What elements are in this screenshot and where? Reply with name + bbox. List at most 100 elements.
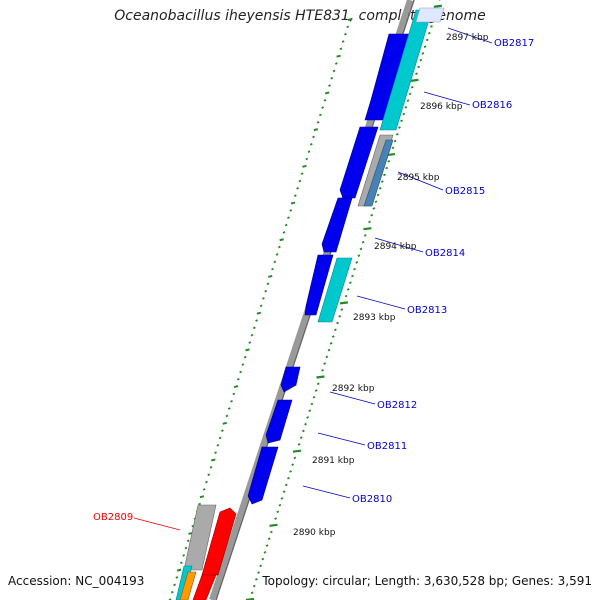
track-dot (376, 193, 380, 197)
gene-arrow-icon[interactable] (363, 139, 394, 207)
track-dot (278, 503, 282, 507)
track-dot (308, 409, 312, 413)
track-dot (363, 234, 367, 237)
tick-label: 2891 kbp (312, 456, 355, 466)
tick-label: 2893 kbp (353, 313, 396, 323)
map-title: Oceanobacillus iheyensis HTE831, complet… (114, 8, 486, 24)
track-dot (287, 476, 290, 480)
gc-dot (176, 568, 182, 572)
gene-label-ob2813[interactable]: OB2813 (407, 305, 447, 316)
gc-dot (290, 201, 296, 205)
gc-dot (230, 399, 233, 403)
gc-dot (279, 238, 284, 242)
track-dot (336, 321, 339, 325)
gc-dot (312, 135, 315, 139)
gene-arrow-icon[interactable] (192, 574, 217, 600)
track-dot (293, 456, 297, 460)
gc-dot (321, 106, 325, 109)
track-dot (383, 173, 386, 177)
track-dot (385, 166, 389, 170)
gc-dot (273, 260, 277, 264)
gc-dot (344, 32, 347, 36)
track-dot (297, 443, 301, 446)
tick-label: 2892 kbp (332, 384, 375, 394)
gc-dot (264, 289, 268, 293)
gc-dot (216, 444, 220, 447)
gc-dot (284, 223, 288, 227)
gc-dot (182, 554, 186, 557)
gc-dot (298, 179, 302, 183)
gc-dot (293, 194, 297, 198)
gene-label-ob2815[interactable]: OB2815 (445, 186, 485, 197)
gc-dot (275, 253, 279, 256)
gene-arrow-icon[interactable] (280, 366, 301, 393)
gc-dot (205, 480, 208, 484)
track-dot (427, 31, 431, 35)
track-dot (419, 58, 423, 62)
gene-label-ob2814[interactable]: OB2814 (425, 248, 465, 259)
gene-arrow-icon[interactable] (183, 504, 217, 571)
track-dot (346, 288, 350, 291)
track-dot (348, 281, 352, 284)
gc-dot (227, 407, 231, 410)
gc-dot (324, 91, 330, 95)
gc-dot (222, 421, 227, 425)
gc-dot (225, 414, 229, 418)
gc-dot (289, 209, 293, 212)
tick-label: 2894 kbp (374, 242, 417, 252)
gc-dot (184, 546, 188, 550)
kbp-tick (316, 375, 325, 379)
gc-dot (218, 436, 222, 440)
gc-dot (236, 377, 240, 381)
gc-dot (316, 120, 320, 124)
gc-dot (307, 150, 311, 153)
gc-dot (268, 274, 273, 278)
gene-arrow-icon[interactable] (247, 446, 279, 505)
tick-track-right (245, 0, 443, 600)
tick-label: 2896 kbp (420, 102, 463, 112)
kbp-tick (339, 301, 349, 305)
gc-dot (255, 319, 258, 322)
track-dot (378, 186, 382, 190)
kbp-tick (433, 4, 443, 8)
gene-arrow-icon[interactable] (201, 507, 237, 576)
track-dot (321, 368, 324, 372)
gc-dot (296, 187, 299, 190)
gc-dot (266, 282, 270, 286)
gc-dot (346, 25, 350, 29)
track-dot (340, 308, 344, 311)
track-dot (299, 436, 303, 440)
track-dot (306, 416, 310, 419)
gc-dot (328, 84, 331, 87)
gc-dot (262, 297, 265, 300)
gene-label-ob2816[interactable]: OB2816 (472, 100, 512, 111)
track-dot (355, 261, 359, 264)
track-dot (257, 571, 260, 574)
track-dot (280, 497, 284, 500)
gc-dot (313, 128, 319, 132)
track-dot (370, 213, 374, 217)
gc-dot (318, 113, 322, 117)
gene-arrow-icon[interactable] (317, 257, 353, 323)
gene-label-ob2809[interactable]: OB2809 (93, 512, 133, 523)
gene-arrow-icon[interactable] (364, 33, 411, 121)
gene-arrow-icon[interactable] (415, 7, 445, 23)
gene-leaders (133, 27, 493, 531)
gene-arrow-icon[interactable] (304, 254, 334, 316)
gc-dot (198, 502, 202, 506)
gene-arrow-icon[interactable] (265, 399, 293, 444)
accession-text: Accession: NC_004193 (8, 574, 145, 588)
gc-dot (334, 62, 338, 65)
gc-dot (287, 216, 290, 220)
gc-dot (221, 429, 224, 432)
gene-label-ob2817[interactable]: OB2817 (494, 38, 534, 49)
gc-dot (239, 370, 243, 374)
gc-dot (243, 355, 247, 359)
track-dot (316, 382, 320, 386)
gene-label-ob2810[interactable]: OB2810 (352, 494, 392, 505)
track-dot (310, 402, 314, 406)
gene-label-ob2812[interactable]: OB2812 (377, 400, 417, 411)
gene-arrow-icon[interactable] (321, 197, 353, 253)
gene-arrow-icon[interactable] (179, 571, 197, 600)
gene-label-ob2811[interactable]: OB2811 (367, 441, 407, 452)
